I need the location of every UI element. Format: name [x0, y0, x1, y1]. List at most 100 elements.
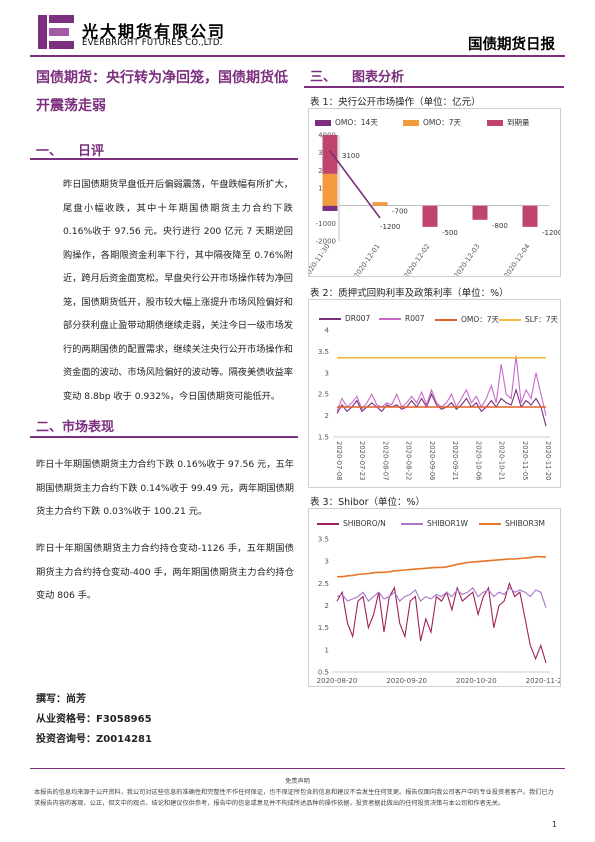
legend-line	[479, 522, 501, 525]
section-3-rule	[304, 86, 564, 88]
y-tick-label: 2.5	[318, 580, 329, 588]
bar-到期量	[322, 135, 338, 174]
legend-label: OMO：7天	[461, 315, 500, 324]
x-tick-label: 2020-11-20	[526, 677, 560, 685]
legend-label: SHIBOR1W	[427, 519, 468, 528]
chart-3-legend-shibor-3m: SHIBOR3M	[479, 519, 545, 528]
x-tick-label: 2020-12-01	[352, 243, 381, 276]
x-tick-label: 2020-09-06	[428, 441, 436, 481]
section-2-para-1: 昨日十年期国债期货主力合约下跌 0.16%收于 97.56 元，五年期国债期货主…	[36, 459, 294, 517]
chart-1-legend-omo14: OMO：14天	[315, 117, 378, 128]
chart-1-plot: -2000-10000100020003000400031002020-11-3…	[309, 132, 560, 277]
legend-line	[499, 318, 521, 321]
chart-2-legend-slf7: SLF：7天	[499, 314, 558, 325]
section-2-number: 二、	[36, 420, 63, 435]
section-1-title: 日评	[78, 144, 105, 159]
y-tick-label: 3	[325, 558, 329, 566]
bar-到期量	[522, 205, 538, 227]
section-3-number: 三、	[310, 70, 337, 85]
section-2-title: 市场表现	[62, 420, 115, 435]
chart-2-frame: DR007 R007 OMO：7天 SLF：7天 1.5 2 2.5 3 3.5 4 202…	[308, 299, 561, 488]
section-2-para-2: 昨日十年期国债期货主力合约持仓变动-1126 手，五年期国债期货主力合约持仓变动…	[36, 543, 294, 601]
section-1-rule	[30, 158, 298, 160]
disclaimer-body: 本报告的信息均来源于公开资料，我公司对这些信息的准确性和完整性不作任何保证，也不…	[34, 789, 554, 807]
chart-3-caption: 表 3：Shibor（单位：%）	[310, 497, 426, 508]
bar-OMO：7天	[372, 202, 388, 206]
legend-swatch	[315, 119, 331, 126]
section-1-body: 昨日国债期货早盘低开后偏弱震荡，午盘跌幅有所扩大，尾盘小幅收跌，其中十年期国债期…	[63, 179, 293, 402]
legend-swatch	[403, 119, 419, 126]
page-number: 1	[551, 820, 557, 829]
legend-line	[317, 522, 339, 525]
header-divider	[30, 55, 565, 57]
chart-2-legend-r007: R007	[379, 314, 425, 323]
chart-2-legend-omo7: OMO：7天	[435, 314, 499, 325]
y-tick-label: 1.5	[318, 624, 329, 632]
report-type: 国债期货日报	[468, 37, 555, 53]
legend-label: R007	[405, 314, 425, 323]
bar-value-label: -700	[392, 208, 408, 216]
legend-line	[319, 317, 341, 320]
company-name-en: EVERBRIGHT FUTURES CO.,LTD.	[82, 38, 223, 48]
x-tick-label: 2020-07-08	[335, 441, 343, 481]
bar-到期量	[472, 205, 488, 220]
company-logo	[38, 15, 74, 49]
x-tick-label: 2020-08-20	[317, 677, 358, 685]
company-name-cn: 光大期货有限公司	[82, 22, 227, 41]
legend-label: DR007	[345, 314, 371, 323]
x-tick-label: 2020-11-30	[309, 243, 332, 276]
chart-3-legend-shibor-1w: SHIBOR1W	[401, 519, 468, 528]
author-name: 撰写：尚芳	[36, 694, 86, 705]
series-line-DR007	[336, 388, 547, 427]
chart-2-legend-dr007: DR007	[319, 314, 370, 323]
y-tick-label: 1	[325, 646, 329, 654]
series-line-SHIBOR1W	[336, 586, 547, 608]
chart-3-plot: 0.5 1 1.5 2 2.5 3 3.5 2020-08-20 2020-09-20 2020-…	[317, 536, 560, 686]
x-tick-label: 2020-08-22	[405, 441, 413, 481]
y-tick-label: 2	[325, 412, 329, 420]
x-tick-label: 2020-09-21	[451, 441, 459, 481]
legend-label: SLF：7天	[525, 315, 559, 324]
legend-label: SHIBOR3M	[505, 519, 545, 528]
report-title: 国债期货：央行转为净回笼，国债期货低开震荡走弱	[36, 70, 288, 114]
y-tick-label: 3.5	[318, 348, 329, 356]
chart-3-frame: SHIBORO/N SHIBOR1W SHIBOR3M 0.5 1 1.5 2 2.5 3…	[308, 508, 561, 687]
legend-line	[435, 318, 457, 321]
legend-swatch	[487, 119, 503, 126]
y-tick-label: -2000	[316, 238, 336, 246]
y-tick-label: 1.5	[318, 434, 329, 442]
bar-OMO：14天	[322, 205, 338, 211]
legend-label: 到期量	[507, 118, 530, 127]
x-tick-label: 2020-10-20	[456, 677, 497, 685]
y-tick-label: 3.5	[318, 536, 329, 544]
legend-line	[379, 317, 401, 320]
x-tick-label: 2020-11-20	[544, 441, 552, 481]
y-tick-label: -1000	[316, 220, 336, 228]
chart-1-legend-omo7: OMO：7天	[403, 117, 461, 128]
y-tick-label: 0.5	[318, 669, 329, 677]
x-tick-label: 2020-12-04	[502, 243, 531, 276]
x-tick-label: 2020-12-02	[402, 243, 431, 276]
section-2-rule	[30, 436, 298, 438]
bar-value-label: -1200	[542, 229, 560, 237]
legend-label: SHIBORO/N	[343, 519, 386, 528]
chart-1-legend-maturity: 到期量	[487, 117, 530, 128]
y-tick-label: 4	[325, 327, 330, 335]
chart-3-legend-shibor-on: SHIBORO/N	[317, 519, 386, 528]
bar-value-label: -1200	[380, 223, 400, 231]
section-1-heading: 一、 日评	[36, 140, 104, 159]
net-trend-line	[329, 150, 381, 219]
x-tick-label: 2020-10-06	[474, 441, 482, 481]
legend-label: OMO：7天	[423, 118, 462, 127]
series-line-SHIBORO/N	[336, 581, 547, 664]
chart-2-caption: 表 2：质押式回购利率及政策利率（单位：%）	[310, 288, 509, 299]
y-tick-label: 2	[325, 602, 329, 610]
x-tick-label: 2020-12-03	[452, 243, 481, 276]
chart-1-frame: OMO：14天 OMO：7天 到期量 -2000-100001000200030…	[308, 108, 561, 277]
legend-line	[401, 522, 423, 525]
chart-2-plot: 1.5 2 2.5 3 3.5 4 2020-07-08 2020-07-23 2020-08-…	[318, 327, 552, 481]
chart-1-caption: 表 1：央行公开市场操作（单位：亿元）	[310, 97, 481, 108]
y-tick-label: 2.5	[318, 391, 329, 399]
y-tick-label: 3	[325, 369, 329, 377]
x-tick-label: 2020-08-07	[381, 441, 389, 481]
